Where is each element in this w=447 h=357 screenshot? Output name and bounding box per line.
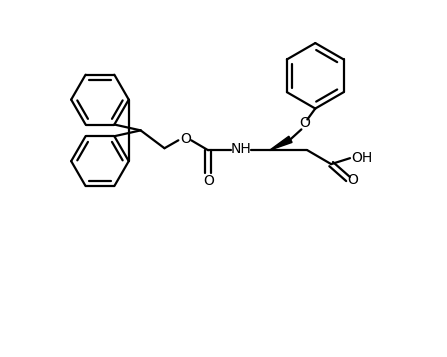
Text: O: O	[299, 116, 310, 130]
Polygon shape	[270, 136, 292, 150]
Text: NH: NH	[231, 142, 251, 156]
Text: O: O	[180, 132, 191, 146]
Text: O: O	[348, 173, 358, 187]
Text: OH: OH	[351, 151, 372, 165]
Text: O: O	[204, 174, 215, 188]
